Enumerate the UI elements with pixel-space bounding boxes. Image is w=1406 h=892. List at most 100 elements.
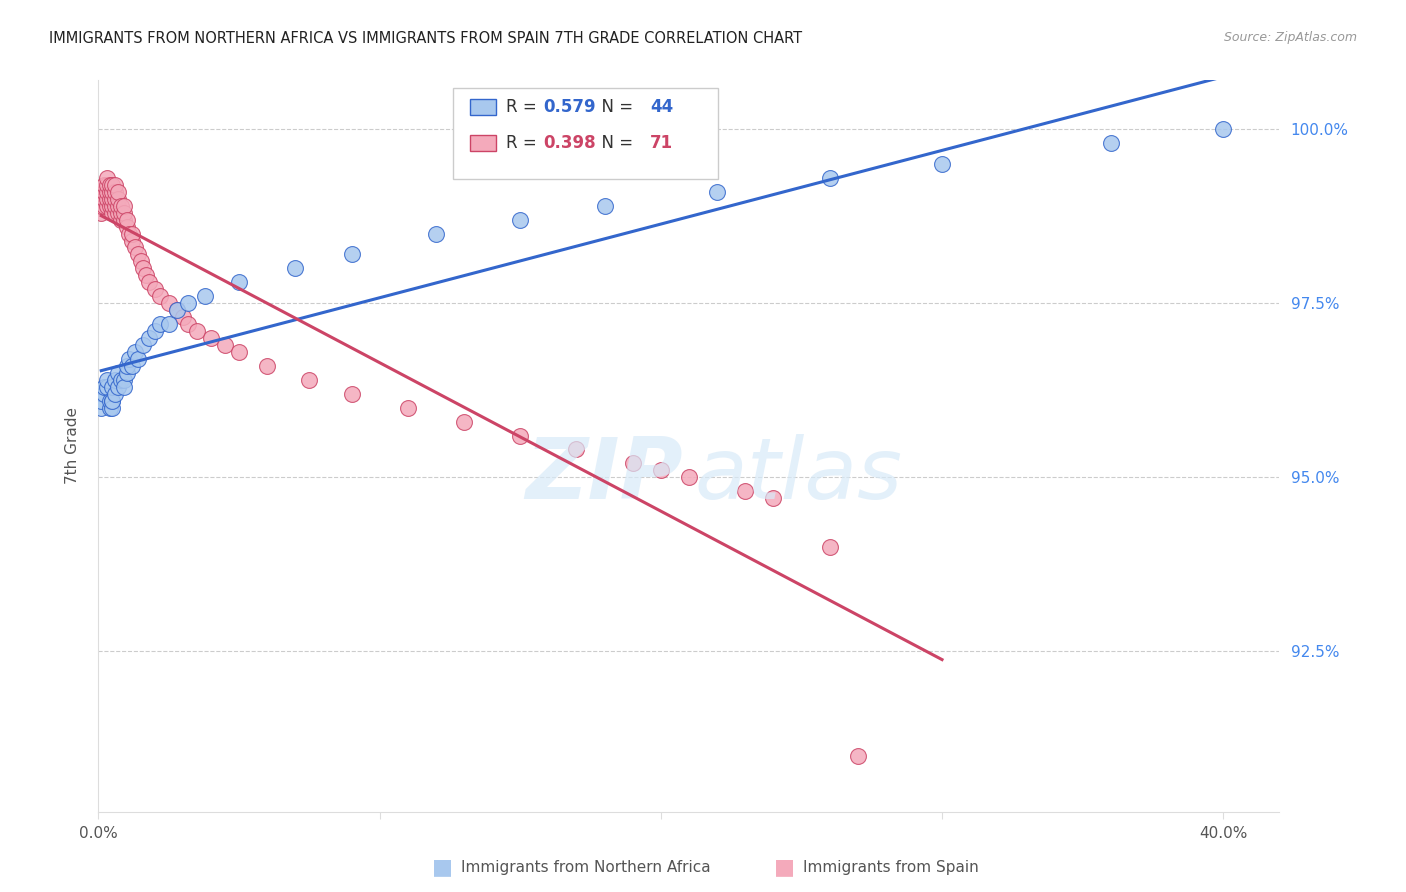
Text: R =: R =: [506, 134, 541, 153]
Point: [121, 234, 143, 248]
Text: ■: ■: [433, 857, 453, 877]
Point: [118, 351, 141, 366]
Point: [132, 261, 155, 276]
Point: [121, 359, 143, 373]
Point: [593, 199, 616, 213]
Point: [396, 401, 419, 415]
Point: [340, 247, 363, 261]
Point: [124, 240, 146, 254]
Point: [101, 185, 124, 199]
Point: [107, 192, 129, 206]
Point: [135, 268, 157, 283]
Point: [166, 303, 188, 318]
Point: [96, 185, 118, 199]
Point: [96, 199, 118, 213]
Point: [107, 366, 129, 380]
Text: ■: ■: [775, 857, 794, 877]
Point: [121, 227, 143, 241]
FancyBboxPatch shape: [471, 135, 496, 152]
Point: [104, 205, 127, 219]
Point: [138, 275, 160, 289]
Text: 44: 44: [650, 97, 673, 116]
Point: [650, 463, 672, 477]
Point: [214, 338, 236, 352]
Point: [143, 282, 166, 296]
Point: [706, 185, 728, 199]
Point: [157, 317, 180, 331]
Point: [104, 185, 127, 199]
Point: [1212, 122, 1234, 136]
Point: [107, 205, 129, 219]
Point: [93, 199, 115, 213]
Point: [101, 192, 124, 206]
Point: [115, 212, 138, 227]
Point: [90, 401, 112, 415]
Point: [93, 178, 115, 192]
Point: [149, 289, 172, 303]
Point: [98, 192, 121, 206]
Point: [101, 199, 124, 213]
Point: [143, 324, 166, 338]
Point: [112, 199, 135, 213]
Point: [846, 749, 869, 764]
Point: [93, 185, 115, 199]
Point: [107, 185, 129, 199]
Point: [93, 192, 115, 206]
Point: [453, 415, 475, 429]
Text: atlas: atlas: [695, 434, 903, 516]
Point: [228, 275, 250, 289]
Point: [98, 199, 121, 213]
Point: [194, 289, 217, 303]
Point: [157, 296, 180, 310]
Point: [734, 484, 756, 499]
Text: ZIP: ZIP: [526, 434, 683, 516]
Point: [228, 345, 250, 359]
Point: [124, 345, 146, 359]
Point: [129, 254, 152, 268]
Text: 0.579: 0.579: [544, 97, 596, 116]
Point: [93, 386, 115, 401]
Point: [138, 331, 160, 345]
Point: [127, 247, 149, 261]
FancyBboxPatch shape: [471, 99, 496, 115]
Point: [621, 457, 644, 471]
Point: [90, 205, 112, 219]
Point: [115, 366, 138, 380]
Point: [98, 393, 121, 408]
Point: [127, 351, 149, 366]
Text: Immigrants from Spain: Immigrants from Spain: [803, 860, 979, 874]
Point: [177, 317, 200, 331]
Point: [98, 178, 121, 192]
Point: [93, 380, 115, 394]
Point: [107, 199, 129, 213]
Text: Source: ZipAtlas.com: Source: ZipAtlas.com: [1223, 31, 1357, 45]
Point: [96, 373, 118, 387]
Point: [112, 373, 135, 387]
Point: [110, 205, 132, 219]
Point: [96, 170, 118, 185]
Point: [101, 393, 124, 408]
Point: [101, 205, 124, 219]
Point: [90, 393, 112, 408]
Point: [112, 380, 135, 394]
Text: IMMIGRANTS FROM NORTHERN AFRICA VS IMMIGRANTS FROM SPAIN 7TH GRADE CORRELATION C: IMMIGRANTS FROM NORTHERN AFRICA VS IMMIG…: [49, 31, 803, 46]
Point: [340, 386, 363, 401]
Point: [425, 227, 447, 241]
Point: [104, 386, 127, 401]
Point: [112, 205, 135, 219]
Point: [96, 380, 118, 394]
Point: [762, 491, 785, 506]
Point: [98, 185, 121, 199]
Point: [110, 373, 132, 387]
Point: [818, 170, 841, 185]
Point: [115, 359, 138, 373]
Point: [132, 338, 155, 352]
Point: [96, 192, 118, 206]
Point: [284, 261, 307, 276]
Point: [565, 442, 588, 457]
Point: [118, 227, 141, 241]
Point: [98, 401, 121, 415]
Point: [104, 199, 127, 213]
Point: [931, 157, 953, 171]
Point: [110, 212, 132, 227]
